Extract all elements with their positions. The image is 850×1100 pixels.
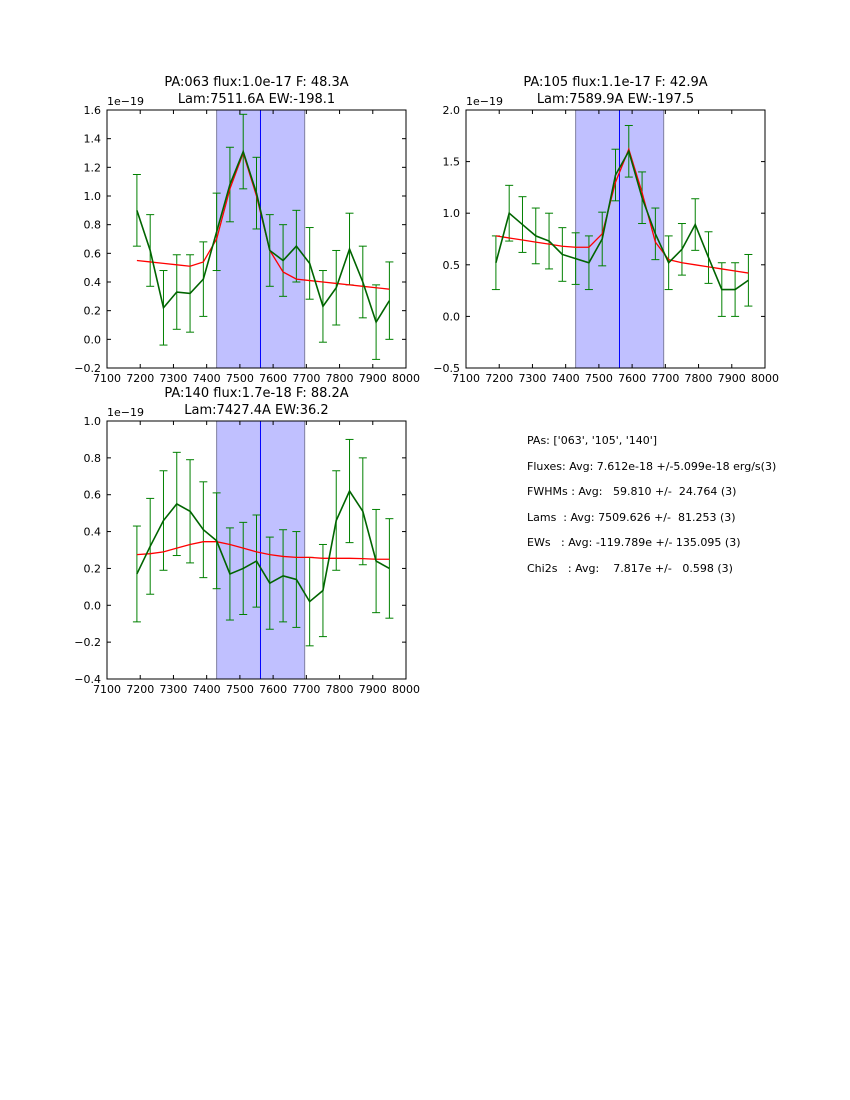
y-tick-label: 0.4 bbox=[84, 276, 102, 289]
y-tick-label: 0.8 bbox=[84, 452, 102, 465]
y-offset-label: 1e−19 bbox=[466, 95, 503, 108]
x-tick-label: 8000 bbox=[392, 372, 420, 385]
subplot-3: 7100 7200 7300 7400 7500 7600 7700 7800 7900 8000… bbox=[74, 386, 420, 696]
x-tick-label: 8000 bbox=[751, 372, 779, 385]
x-tick-label: 7300 bbox=[159, 683, 187, 696]
stats-fluxes: Fluxes: Avg: 7.612e-18 +/-5.099e-18 erg/… bbox=[527, 459, 777, 473]
x-tick-label: 7900 bbox=[718, 372, 746, 385]
subplot-title-line2: Lam:7511.6A EW:-198.1 bbox=[178, 92, 335, 107]
axes-frame bbox=[106, 420, 407, 680]
y-tick-label: 0.2 bbox=[84, 562, 102, 575]
stats-lams: Lams : Avg: 7509.626 +/- 81.253 (3) bbox=[527, 510, 736, 524]
axes-frame bbox=[106, 109, 407, 369]
x-tick-label: 7700 bbox=[292, 683, 320, 696]
y-offset-label: 1e−19 bbox=[107, 95, 144, 108]
x-tick-label: 7100 bbox=[452, 372, 480, 385]
x-tick-label: 7500 bbox=[226, 372, 254, 385]
data-line bbox=[136, 149, 391, 325]
y-tick-label: 0.6 bbox=[84, 247, 102, 260]
fit-line bbox=[495, 147, 749, 274]
x-tick-label: 7100 bbox=[93, 372, 121, 385]
y-tick-label: 1.0 bbox=[84, 190, 102, 203]
x-tick-label: 7100 bbox=[93, 683, 121, 696]
x-tick-label: 7600 bbox=[618, 372, 646, 385]
x-tick-label: 7300 bbox=[518, 372, 546, 385]
stats-ews: EWs : Avg: -119.789e +/- 135.095 (3) bbox=[527, 536, 741, 550]
x-tick-label: 7800 bbox=[326, 683, 354, 696]
axes-frame bbox=[465, 109, 766, 369]
y-tick-label: −0.2 bbox=[74, 362, 101, 375]
y-tick-label: 0.4 bbox=[84, 526, 102, 539]
y-tick-label: 1.6 bbox=[84, 104, 102, 117]
subplot-title-line1: PA:140 flux:1.7e-18 F: 88.2A bbox=[164, 386, 348, 401]
y-tick-label: 1.2 bbox=[84, 161, 102, 174]
y-tick-label: 1.0 bbox=[443, 207, 461, 220]
x-tick-label: 7500 bbox=[585, 372, 613, 385]
x-tick-label: 7800 bbox=[326, 372, 354, 385]
x-tick-label: 7500 bbox=[226, 683, 254, 696]
y-tick-label: −0.5 bbox=[433, 362, 460, 375]
y-tick-label: 0.6 bbox=[84, 489, 102, 502]
y-tick-label: 0.5 bbox=[443, 259, 461, 272]
y-tick-label: 1.5 bbox=[443, 156, 461, 169]
subplot-title-line1: PA:105 flux:1.1e-17 F: 42.9A bbox=[523, 75, 707, 90]
y-tick-label: −0.4 bbox=[74, 673, 101, 686]
y-offset-label: 1e−19 bbox=[107, 406, 144, 419]
y-tick-label: −0.2 bbox=[74, 636, 101, 649]
y-tick-label: 0.0 bbox=[84, 333, 102, 346]
subplot-2: 7100 7200 7300 7400 7500 7600 7700 7800 7900 8000… bbox=[433, 75, 779, 385]
x-tick-label: 7200 bbox=[126, 372, 154, 385]
x-tick-label: 7900 bbox=[359, 683, 387, 696]
subplot-title-line2: Lam:7589.9A EW:-197.5 bbox=[537, 92, 694, 107]
subplot-title-line2: Lam:7427.4A EW:36.2 bbox=[184, 403, 328, 418]
subplot-1: 7100 7200 7300 7400 7500 7600 7700 7800 7900 8000… bbox=[74, 75, 420, 385]
x-tick-label: 7400 bbox=[193, 372, 221, 385]
x-tick-label: 7300 bbox=[159, 372, 187, 385]
subplot-title-line1: PA:063 flux:1.0e-17 F: 48.3A bbox=[164, 75, 348, 90]
summary-stats: PAs: ['063', '105', '140'] Fluxes: Avg: … bbox=[527, 434, 776, 588]
stats-pas: PAs: ['063', '105', '140'] bbox=[527, 434, 658, 447]
data-line bbox=[495, 149, 749, 291]
y-tick-label: 0.2 bbox=[84, 305, 102, 318]
x-tick-label: 7600 bbox=[259, 372, 287, 385]
y-tick-label: 1.4 bbox=[84, 133, 102, 146]
y-tick-label: 0.0 bbox=[84, 599, 102, 612]
y-tick-label: 1.0 bbox=[84, 415, 102, 428]
x-tick-label: 7400 bbox=[552, 372, 580, 385]
x-tick-label: 7900 bbox=[359, 372, 387, 385]
y-tick-label: 0.8 bbox=[84, 219, 102, 232]
x-tick-label: 7200 bbox=[126, 683, 154, 696]
x-tick-label: 8000 bbox=[392, 683, 420, 696]
x-tick-label: 7700 bbox=[292, 372, 320, 385]
x-tick-label: 7600 bbox=[259, 683, 287, 696]
fit-line bbox=[136, 541, 390, 560]
x-tick-label: 7800 bbox=[685, 372, 713, 385]
x-tick-label: 7400 bbox=[193, 683, 221, 696]
stats-chi2s: Chi2s : Avg: 7.817e +/- 0.598 (3) bbox=[527, 561, 733, 575]
x-tick-label: 7700 bbox=[651, 372, 679, 385]
y-tick-label: 0.0 bbox=[443, 310, 461, 323]
stats-fwhms: FWHMs : Avg: 59.810 +/- 24.764 (3) bbox=[527, 485, 737, 499]
y-tick-label: 2.0 bbox=[443, 104, 461, 117]
x-tick-label: 7200 bbox=[485, 372, 513, 385]
data-line bbox=[136, 489, 390, 603]
